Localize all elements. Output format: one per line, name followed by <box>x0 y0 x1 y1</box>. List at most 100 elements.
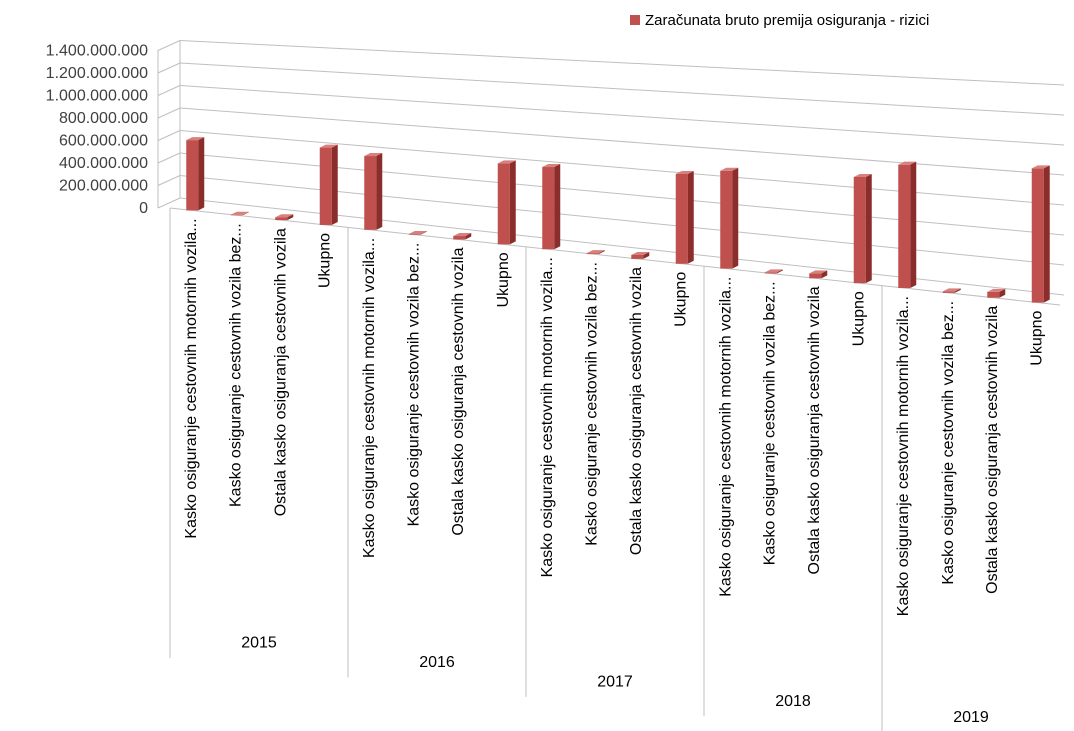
bar-side <box>732 167 739 269</box>
y-tick-label: 1.400.000.000 <box>46 43 148 60</box>
bar <box>631 254 644 259</box>
bar-top <box>987 288 1006 292</box>
category-label: Ostala kasko osiguranja cestovnih vozila <box>628 267 645 555</box>
gridline-wall <box>157 62 181 74</box>
bar-top <box>364 153 383 157</box>
bar <box>364 156 377 230</box>
gridline <box>179 107 1065 176</box>
bar-top <box>230 211 249 215</box>
bar <box>809 273 822 279</box>
bar <box>586 253 599 255</box>
bar-top <box>186 137 205 141</box>
bar <box>764 272 777 274</box>
bar <box>408 233 421 235</box>
bar-top <box>275 214 294 218</box>
category-label: Kasko osiguranje cestovnih motornih vozi… <box>539 257 556 577</box>
year-label: 2017 <box>597 674 633 691</box>
legend: Zaračunata bruto premija osiguranja - ri… <box>630 12 929 29</box>
legend-label: Zaračunata bruto premija osiguranja - ri… <box>645 12 929 29</box>
bar-side <box>776 269 783 274</box>
bar <box>319 147 332 225</box>
year-label: 2019 <box>953 709 989 726</box>
category-label: Kasko osiguranje cestovnih vozila bez... <box>584 262 601 546</box>
bar <box>1031 168 1044 303</box>
gridline-wall <box>157 40 181 51</box>
bar <box>853 177 866 284</box>
bar-side <box>910 161 917 289</box>
bars <box>186 137 1050 303</box>
bar-side <box>465 233 472 240</box>
bar <box>230 214 243 216</box>
bar-top <box>408 230 427 234</box>
bar-side <box>287 214 294 221</box>
bar <box>675 173 688 264</box>
y-axis-ticks: 0 200.000.000 400.000.000 600.000.000 800.00… <box>46 43 148 218</box>
gridline <box>179 130 1065 206</box>
y-tick-label: 600.000.000 <box>59 133 148 150</box>
category-label: Kasko osiguranje cestovnih motornih vozi… <box>183 218 200 538</box>
gridline-wall <box>157 197 181 209</box>
gridline-wall <box>157 152 181 164</box>
bar-top <box>942 288 961 292</box>
gridline <box>179 197 1065 296</box>
bar <box>497 163 510 245</box>
gridline-wall <box>157 130 181 141</box>
category-label: Ukupno <box>495 252 512 307</box>
category-label: Ostala kasko osiguranja cestovnih vozila <box>272 228 289 516</box>
gridline-wall <box>157 107 181 119</box>
category-label: Kasko osiguranje cestovnih vozila bez... <box>406 243 423 527</box>
bar-top <box>1031 165 1050 169</box>
gridline <box>179 62 1065 116</box>
bar-side <box>420 230 427 235</box>
bar-side <box>331 144 338 225</box>
bar-side <box>643 251 650 259</box>
bar <box>987 291 1000 298</box>
bar-top <box>675 170 694 174</box>
y-tick-label: 800.000.000 <box>59 110 148 127</box>
gridline-wall <box>157 85 181 96</box>
bar <box>453 236 466 240</box>
bar-side <box>999 288 1006 298</box>
y-tick-label: 1.000.000.000 <box>46 88 148 105</box>
y-tick-label: 0 <box>139 200 148 217</box>
gridlines <box>157 40 1065 306</box>
y-tick-label: 200.000.000 <box>59 178 148 195</box>
category-label: Ukupno <box>317 233 334 288</box>
category-label: Ukupno <box>1029 310 1046 365</box>
category-label: Ostala kasko osiguranja cestovnih vozila <box>806 286 823 574</box>
bar <box>898 164 911 289</box>
bar-side <box>242 211 249 216</box>
bar <box>186 140 199 211</box>
bar-side <box>821 270 828 279</box>
bar-top <box>542 164 561 168</box>
category-label: Kasko osiguranje cestovnih motornih vozi… <box>361 238 378 558</box>
category-label: Ukupno <box>851 291 868 346</box>
gridline-wall <box>157 175 181 186</box>
legend-swatch <box>630 15 640 25</box>
bar-side <box>1043 165 1050 303</box>
bar-side <box>598 250 605 255</box>
x-axis-floor <box>169 207 1061 306</box>
category-labels: Kasko osiguranje cestovnih motornih vozi… <box>169 208 1046 731</box>
bar-side <box>554 164 561 250</box>
category-label: Kasko osiguranje cestovnih vozila bez... <box>228 223 245 507</box>
y-tick-label: 1.200.000.000 <box>46 65 148 82</box>
category-label: Kasko osiguranje cestovnih motornih vozi… <box>895 296 912 616</box>
bar-top <box>497 160 516 164</box>
bar-side <box>954 288 961 293</box>
year-label: 2016 <box>419 654 455 671</box>
bar-side <box>376 153 383 230</box>
bar-top <box>720 167 739 171</box>
bar-top <box>898 161 917 165</box>
year-label: 2018 <box>775 693 811 710</box>
bar <box>542 167 555 250</box>
year-label: 2015 <box>241 635 277 652</box>
gridline <box>179 40 1065 86</box>
bar-side <box>509 160 516 245</box>
bar-side <box>865 174 872 284</box>
bar-top <box>764 269 783 273</box>
bar-side <box>687 170 694 264</box>
bar-top <box>631 251 650 255</box>
bar <box>275 217 288 221</box>
